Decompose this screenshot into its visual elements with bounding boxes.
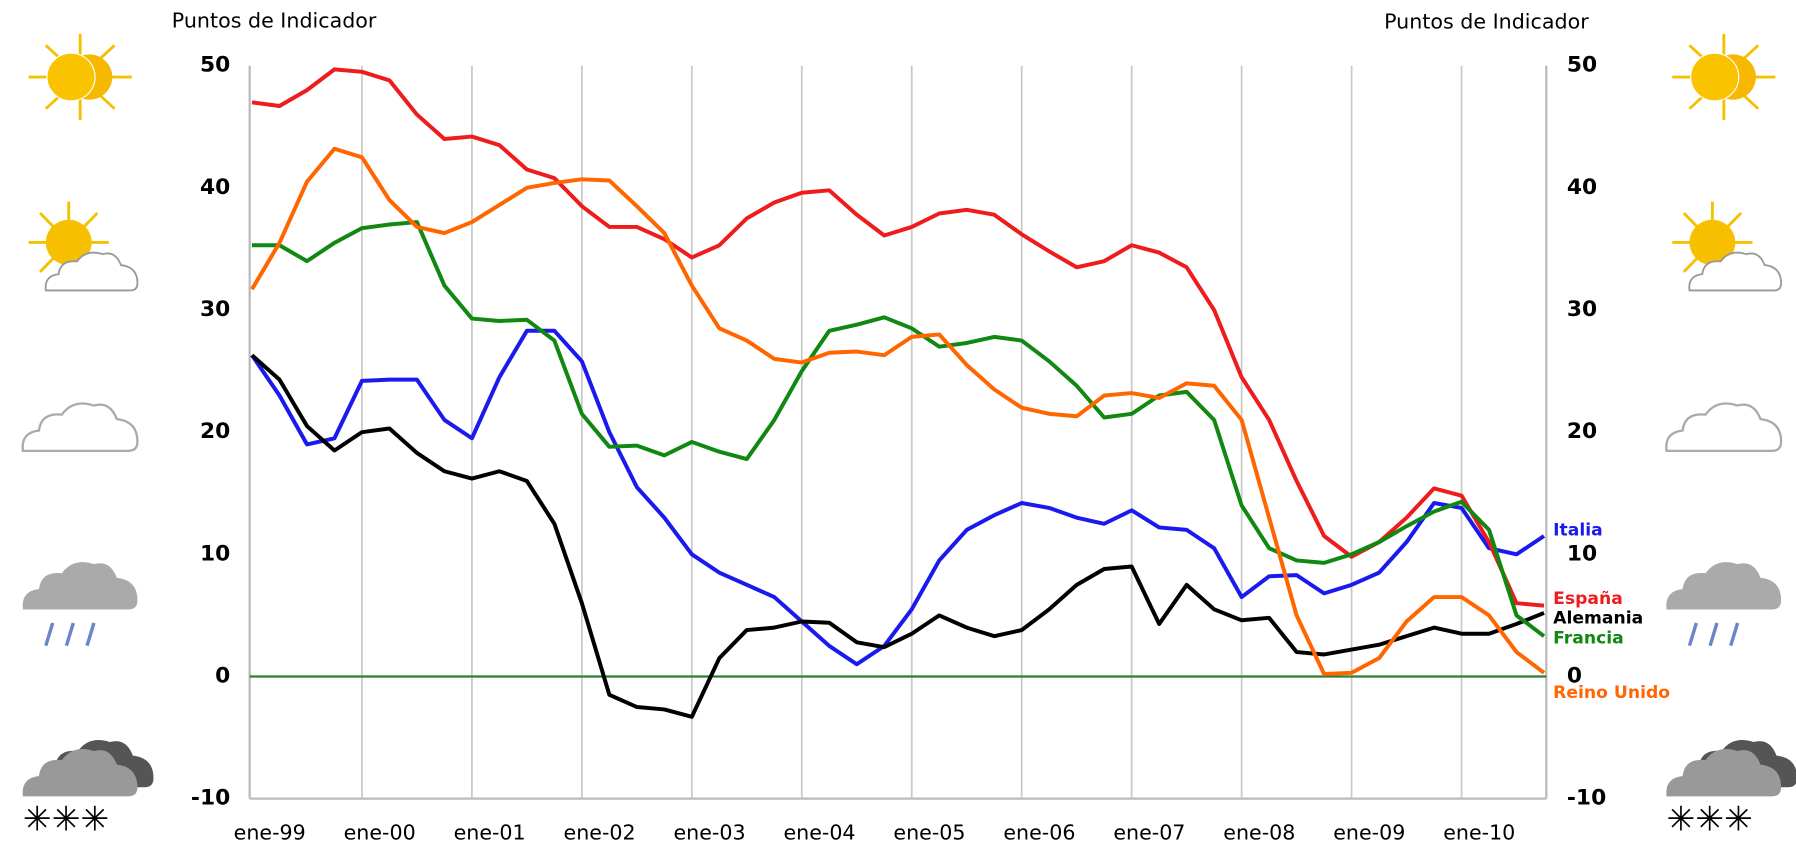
y-tick-label: 0 bbox=[215, 664, 230, 689]
y2-tick-label: 30 bbox=[1567, 297, 1597, 322]
y2-tick-label: 40 bbox=[1567, 175, 1597, 200]
y-tick-label: 30 bbox=[200, 297, 230, 322]
weather-icons: ✳✳✳ ✳✳✳ bbox=[21, 32, 1796, 840]
series-label: Reino Unido bbox=[1553, 683, 1670, 703]
series-line bbox=[250, 146, 1546, 677]
x-tick-label: ene-08 bbox=[1223, 821, 1295, 845]
svg-text:✳✳✳: ✳✳✳ bbox=[23, 800, 109, 840]
y-tick-label: 50 bbox=[200, 53, 230, 78]
series-line bbox=[251, 67, 1545, 608]
series-line bbox=[251, 220, 1546, 638]
x-tick-label: ene-03 bbox=[674, 821, 746, 845]
y-tick-label: 20 bbox=[200, 419, 230, 444]
y2-tick-label: 10 bbox=[1567, 541, 1597, 566]
y2-tick-label: -10 bbox=[1567, 786, 1606, 811]
series-label: España bbox=[1553, 589, 1623, 609]
x-tick-label: ene-00 bbox=[344, 821, 416, 845]
y-tick-label: -10 bbox=[191, 786, 230, 811]
series-label: Italia bbox=[1553, 520, 1603, 540]
x-tick-label: ene-10 bbox=[1443, 821, 1515, 845]
series-label: Francia bbox=[1553, 628, 1624, 648]
x-tick-label: ene-02 bbox=[564, 821, 636, 845]
y-tick-label: 40 bbox=[200, 175, 230, 200]
x-tick-label: ene-99 bbox=[234, 821, 306, 845]
series-label: Alemania bbox=[1553, 609, 1643, 629]
y-tick-label: 10 bbox=[200, 541, 230, 566]
series-line bbox=[250, 328, 1546, 667]
x-tick-label: ene-06 bbox=[1003, 821, 1075, 845]
y2-tick-label: 0 bbox=[1567, 664, 1582, 689]
y2-tick-label: 20 bbox=[1567, 419, 1597, 444]
x-tick-label: ene-07 bbox=[1113, 821, 1185, 845]
x-tick-label: ene-01 bbox=[454, 821, 526, 845]
x-tick-label: ene-05 bbox=[893, 821, 965, 845]
y2-axis-label: Puntos de Indicador bbox=[1384, 10, 1589, 34]
x-tick-label: ene-04 bbox=[783, 821, 855, 845]
series-line bbox=[250, 353, 1545, 719]
y-axis-label: Puntos de Indicador bbox=[172, 9, 377, 33]
svg-text:✳✳✳: ✳✳✳ bbox=[1667, 800, 1753, 840]
x-tick-label: ene-09 bbox=[1333, 821, 1405, 845]
y2-tick-label: 50 bbox=[1567, 53, 1597, 78]
